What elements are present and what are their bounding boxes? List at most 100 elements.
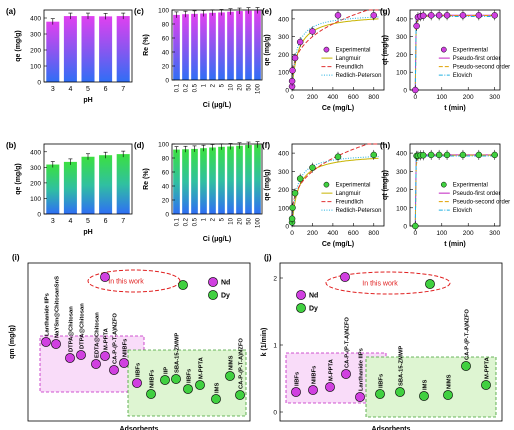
dy-adsorbent-label: CA-P-(P-T-A)NZFO <box>239 338 245 389</box>
tick-label-x: 800 <box>368 230 379 237</box>
legend-label: Pseudo-first order <box>453 56 501 62</box>
dy-adsorbent-label: IIBFs <box>379 374 385 388</box>
dy-adsorbent-label: NIMS <box>229 355 235 370</box>
tick-label-y: 0 <box>285 224 289 231</box>
data-point <box>419 152 427 159</box>
tick-label-y: 400 <box>30 16 41 23</box>
nd-point <box>355 392 365 402</box>
legend-label-dy: Dy <box>309 306 318 313</box>
nd-adsorbent-label: DTPA@Chitosan <box>69 306 75 352</box>
tick-label-y: 80 <box>162 22 170 29</box>
data-point <box>413 22 420 30</box>
x-axis-label: Ce (mg/L) <box>322 241 354 248</box>
tick-label-y: 200 <box>396 52 407 59</box>
tick-label-y: 400 <box>30 149 41 156</box>
tick-label-x: 400 <box>327 230 338 237</box>
bar <box>200 148 207 214</box>
tick-label-y: 100 <box>278 70 289 77</box>
tick-label-x: 0.5 <box>193 83 199 92</box>
bar <box>254 144 261 214</box>
x-axis-label: t (min) <box>444 241 465 248</box>
this-work-label: In this work <box>108 279 144 286</box>
tick-label-x: 200 <box>307 94 318 101</box>
panel-label: (i) <box>12 253 20 262</box>
y-axis-label: Re (%) <box>143 34 150 56</box>
tick-label-x: 7 <box>121 218 125 225</box>
legend-marker <box>440 46 447 53</box>
model-curve <box>291 16 379 91</box>
tick-label-x: 100 <box>256 83 262 94</box>
legend-marker <box>323 46 330 53</box>
legend-marker <box>440 181 447 188</box>
bar <box>81 16 95 82</box>
panel-label: (h) <box>380 141 391 150</box>
data-point <box>412 86 419 94</box>
dy-adsorbent-label: IIP <box>164 367 170 374</box>
data-point <box>435 12 443 19</box>
this-work-point <box>178 280 188 290</box>
data-point <box>491 151 498 159</box>
tick-label-y: 100 <box>396 205 407 212</box>
tick-label-y: 0 <box>403 224 407 231</box>
tick-label-y: 0 <box>403 88 407 95</box>
tick-label-y: 0 <box>37 80 41 87</box>
tick-label-y: 100 <box>278 205 289 212</box>
tick-label-x: 50 <box>247 217 253 224</box>
model-curve <box>291 9 379 88</box>
legend-label: Elovich <box>453 73 472 79</box>
tick-label-y: 1 <box>273 343 277 350</box>
bar <box>209 12 216 80</box>
tick-label-x: 1 <box>202 83 208 87</box>
tick-label-x: 2 <box>211 217 217 221</box>
this-work-label: In this work <box>362 281 398 288</box>
model-curve <box>414 15 498 91</box>
tick-label-x: 6 <box>104 218 108 225</box>
data-point <box>288 77 296 85</box>
tick-label-y: 2 <box>273 276 277 283</box>
data-point <box>459 151 467 159</box>
data-point <box>435 151 443 159</box>
tick-label-x: 0 <box>290 230 294 237</box>
data-point <box>412 222 419 230</box>
dy-adsorbent-label: NIMS <box>447 374 453 389</box>
dy-group-box <box>127 349 247 417</box>
tick-label-x: 0.5 <box>193 217 199 226</box>
tick-label-y: 80 <box>162 156 170 163</box>
tick-label-y: 0 <box>273 410 277 417</box>
legend-marker-nd <box>208 277 218 287</box>
dy-adsorbent-label: M-PPTA <box>485 356 491 379</box>
model-curve <box>291 18 379 91</box>
tick-label-x: 20 <box>238 83 244 90</box>
tick-label-y: 300 <box>396 34 407 41</box>
bar <box>99 155 113 214</box>
bar <box>227 11 234 80</box>
x-axis-label: pH <box>83 229 92 236</box>
nd-adsorbent-label: CA-P-(P-T-A)NZFO <box>345 317 351 368</box>
panel-label: (b) <box>6 141 17 150</box>
nd-point <box>291 387 301 397</box>
tick-label-y: 200 <box>278 187 289 194</box>
bar <box>63 161 77 214</box>
data-point <box>291 189 299 197</box>
tick-label-x: 800 <box>368 94 379 101</box>
legend-label: Pseudo-second order <box>453 65 510 71</box>
x-axis-label: Ce (mg/L) <box>322 105 354 112</box>
y-axis-label: qt (mg/g) <box>382 170 389 200</box>
y-axis-label: qe (mg/g) <box>264 169 271 201</box>
this-work-ellipse <box>87 269 181 293</box>
tick-label-x: 200 <box>463 230 474 237</box>
tick-label-x: 4 <box>68 218 72 225</box>
tick-label-y: 300 <box>278 34 289 41</box>
tick-label-y: 200 <box>30 180 41 187</box>
tick-label-x: 7 <box>121 86 125 93</box>
data-point <box>419 12 427 19</box>
dy-point <box>375 389 385 399</box>
tick-label-x: 300 <box>489 94 500 101</box>
bar <box>81 156 95 214</box>
x-axis-label: pH <box>83 97 92 104</box>
tick-label-x: 3 <box>51 86 55 93</box>
y-axis-label: Re (%) <box>143 168 150 190</box>
tick-label-y: 0 <box>285 88 289 95</box>
bar <box>191 13 198 81</box>
bar <box>245 145 252 214</box>
